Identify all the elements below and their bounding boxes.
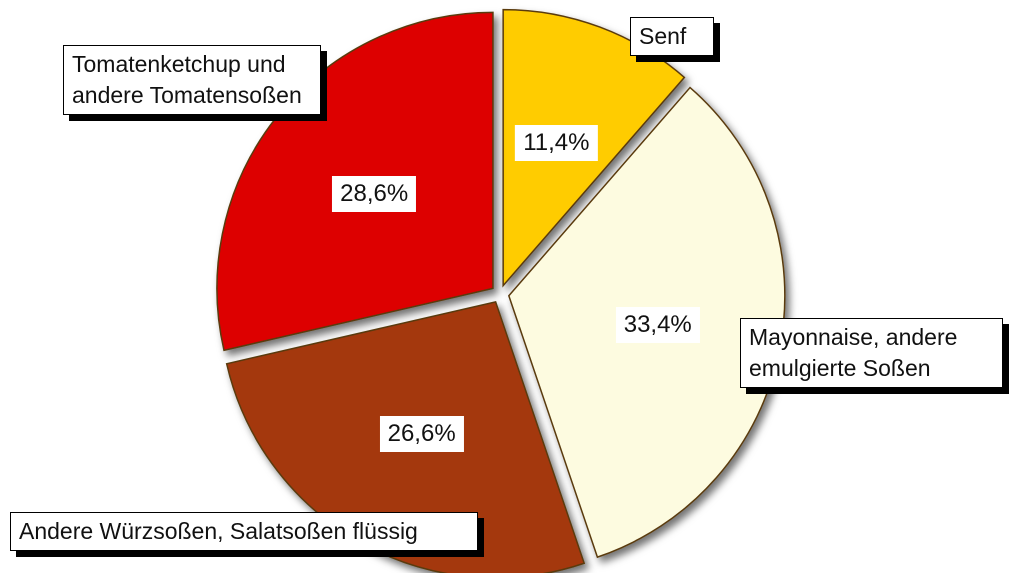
value-label: 26,6% <box>379 416 464 453</box>
value-label: 33,4% <box>615 307 700 344</box>
category-label: Andere Würzsoßen, Salatsoßen flüssig <box>10 512 478 551</box>
value-label: 28,6% <box>332 175 417 212</box>
category-label: Senf <box>630 17 714 56</box>
category-label: Tomatenketchup und andere Tomatensoßen <box>63 45 321 115</box>
category-label: Mayonnaise, andere emulgierte Soßen <box>740 318 1003 388</box>
value-label: 11,4% <box>515 125 598 162</box>
